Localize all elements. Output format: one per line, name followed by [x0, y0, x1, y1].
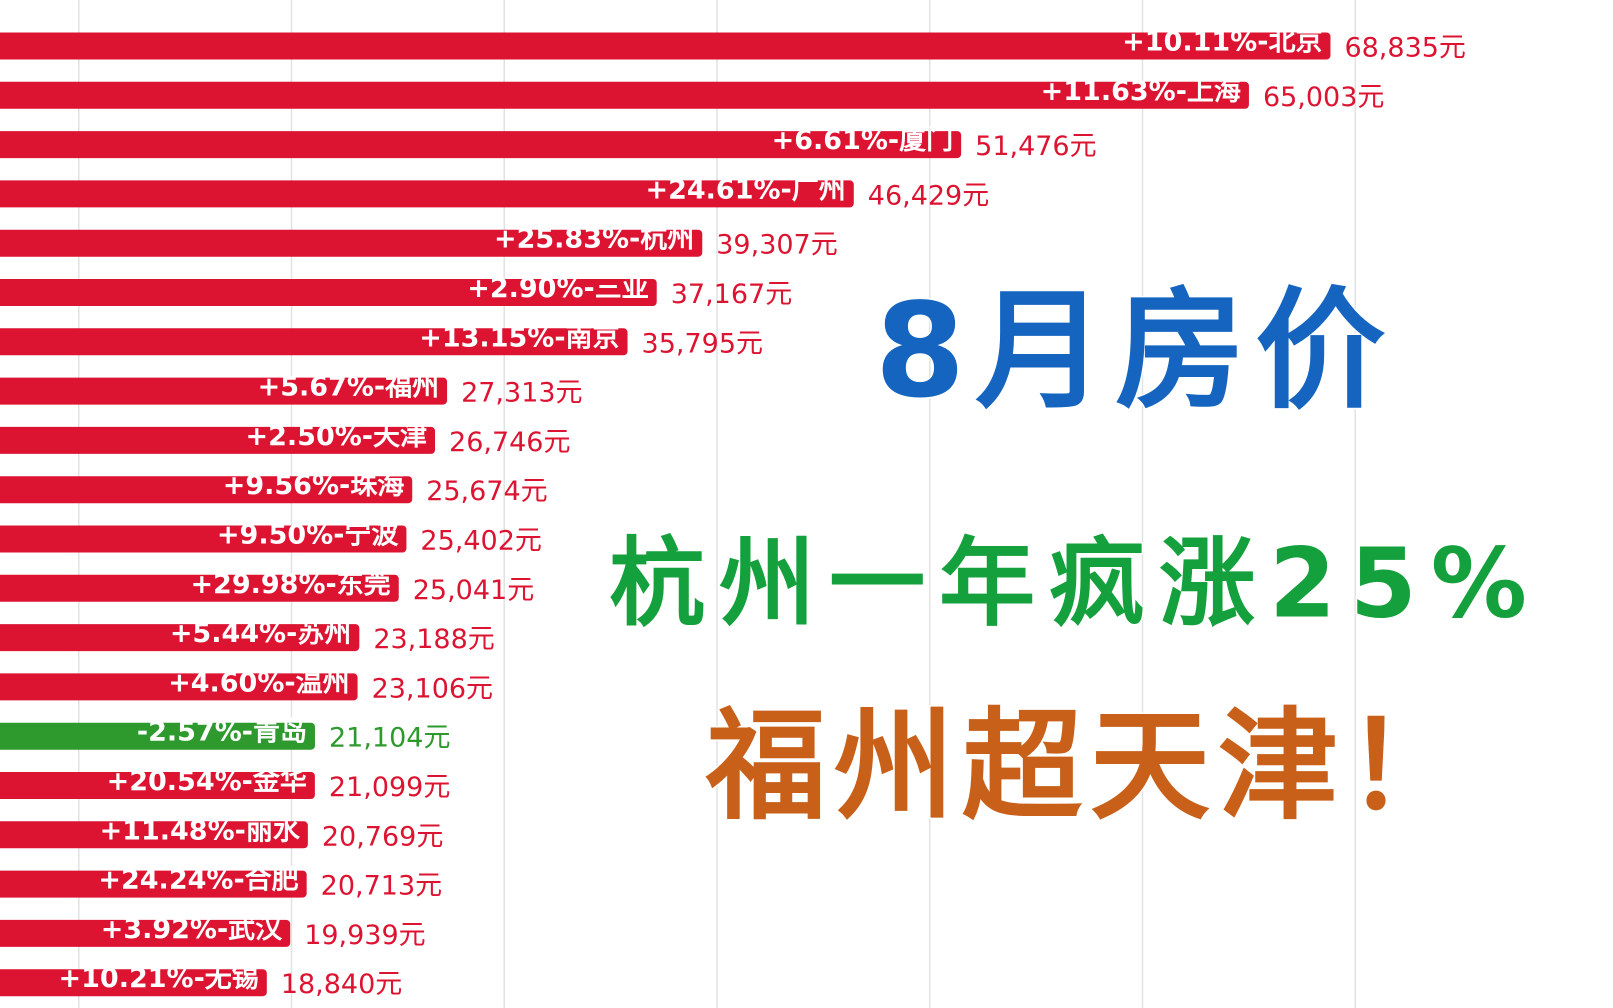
bar	[0, 180, 854, 208]
value-label: 39,307元	[716, 230, 837, 261]
value-label: 35,795元	[642, 328, 763, 359]
bar-label: +10.21%-无锡	[59, 963, 259, 994]
bar	[0, 32, 1331, 60]
value-label: 68,835元	[1344, 33, 1465, 64]
bar-label: +13.15%-南京	[419, 321, 619, 353]
bar-label: +3.92%-武汉	[101, 914, 283, 945]
bar	[0, 81, 1249, 109]
value-label: 18,840元	[281, 969, 402, 1000]
bar	[0, 821, 308, 849]
annotation: 福州超天津！	[705, 698, 1474, 837]
bar	[0, 377, 448, 405]
bar	[0, 969, 267, 997]
value-label: 25,402元	[420, 526, 541, 557]
annotation: 8月房价	[875, 275, 1395, 427]
bar-label: +2.50%-天津	[246, 421, 428, 452]
bar	[0, 870, 307, 898]
bar-label: -2.57%-青岛	[137, 716, 307, 748]
value-label: 37,167元	[671, 279, 792, 310]
bar-label: +6.61%-厦门	[772, 125, 954, 156]
bar-label: +9.56%-珠海	[223, 470, 405, 501]
bar	[0, 624, 360, 652]
bar	[0, 279, 657, 306]
bar-label: +20.54%-金华	[107, 765, 307, 797]
bar	[0, 131, 962, 159]
bar	[0, 525, 407, 553]
bar-label: +29.98%-东莞	[190, 568, 390, 600]
bar-label: +5.44%-苏州	[170, 618, 352, 649]
bar	[0, 919, 291, 947]
bar	[0, 722, 315, 750]
value-label: 19,939元	[304, 920, 425, 951]
bar	[0, 574, 399, 602]
annotation: 杭州一年疯涨25%	[609, 527, 1541, 639]
value-label: 23,188元	[373, 624, 494, 655]
bar-label: +25.83%-杭州	[494, 223, 694, 255]
bar	[0, 673, 358, 701]
bar-label: +2.90%-三亚	[467, 273, 649, 304]
value-label: 23,106元	[372, 673, 493, 704]
value-label: 51,476元	[975, 131, 1096, 162]
value-label: 65,003元	[1263, 82, 1384, 113]
value-label: 25,674元	[426, 476, 547, 507]
bar-label: +11.48%-丽水	[100, 815, 301, 846]
bar-label: +5.67%-福州	[258, 372, 440, 403]
value-label: 21,104元	[329, 723, 450, 754]
bar	[0, 426, 436, 454]
bar-label: +24.24%-合肥	[98, 864, 298, 896]
value-label: 20,769元	[322, 821, 443, 852]
value-label: 27,313元	[461, 378, 582, 409]
bar-label: +10.11%-北京	[1122, 26, 1322, 58]
bar	[0, 328, 628, 356]
bar-label: +9.50%-宁波	[217, 519, 399, 551]
bar-label: +24.61%-广州	[645, 174, 845, 205]
bar	[0, 772, 315, 799]
value-label: 46,429元	[868, 180, 989, 211]
value-label: 26,746元	[449, 427, 570, 458]
bar-label: +4.60%-温州	[168, 667, 350, 698]
bar-label: +11.63%-上海	[1041, 76, 1241, 107]
bar	[0, 229, 703, 257]
bar	[0, 476, 413, 504]
value-label: 21,099元	[329, 772, 450, 803]
value-label: 20,713元	[321, 871, 442, 902]
value-label: 25,041元	[413, 575, 534, 606]
